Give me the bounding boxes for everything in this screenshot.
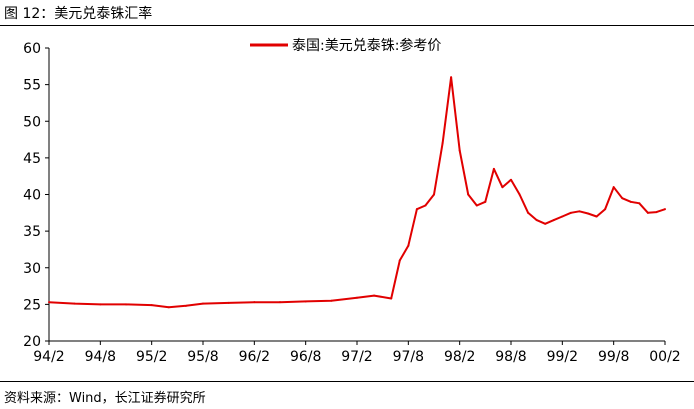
data-point bbox=[99, 303, 102, 306]
data-point bbox=[646, 211, 649, 214]
x-tick-label: 96/8 bbox=[290, 349, 321, 365]
data-point bbox=[527, 211, 530, 214]
data-point bbox=[595, 215, 598, 218]
data-point bbox=[150, 304, 153, 307]
source-divider bbox=[0, 381, 694, 382]
x-tick-label: 95/8 bbox=[187, 349, 218, 365]
x-tick-label: 00/2 bbox=[649, 349, 680, 365]
data-point bbox=[304, 300, 307, 303]
y-tick-label: 20 bbox=[23, 334, 41, 350]
data-point bbox=[664, 208, 666, 211]
series-layer bbox=[48, 76, 666, 309]
title-divider bbox=[0, 25, 694, 26]
data-point bbox=[227, 301, 230, 304]
data-point bbox=[518, 193, 521, 196]
data-point bbox=[458, 149, 461, 152]
y-tick-label: 60 bbox=[23, 41, 41, 57]
y-tick-label: 50 bbox=[23, 114, 41, 130]
data-point bbox=[629, 200, 632, 203]
data-point bbox=[467, 193, 470, 196]
y-axis-ticks: 20 25 30 35 40 45 50 55 60 bbox=[23, 41, 49, 350]
data-point bbox=[544, 222, 547, 225]
x-tick-label: 96/2 bbox=[239, 349, 270, 365]
x-tick-label: 98/8 bbox=[495, 349, 526, 365]
data-point bbox=[621, 197, 624, 200]
data-point bbox=[475, 204, 478, 207]
x-axis-ticks: 94/2 94/8 95/2 95/8 96/2 96/8 97/2 97/8 98/2 98/8… bbox=[33, 341, 681, 365]
x-tick-label: 98/2 bbox=[444, 349, 475, 365]
x-tick-label: 97/2 bbox=[341, 349, 372, 365]
data-point bbox=[604, 208, 607, 211]
data-point bbox=[48, 301, 50, 304]
x-tick-label: 97/8 bbox=[393, 349, 424, 365]
source-note: 资料来源：Wind，长江证券研究所 bbox=[4, 391, 206, 406]
data-point bbox=[356, 296, 358, 299]
data-point bbox=[441, 142, 444, 145]
data-point bbox=[279, 301, 281, 304]
y-tick-label: 30 bbox=[23, 261, 41, 277]
x-tick-label: 94/8 bbox=[85, 349, 116, 365]
x-tick-label: 99/8 bbox=[598, 349, 629, 365]
y-tick-label: 40 bbox=[23, 188, 41, 204]
data-point bbox=[373, 294, 376, 297]
figure-title: 图 12：美元兑泰铢汇率 bbox=[4, 6, 153, 22]
data-point bbox=[415, 208, 418, 211]
data-point bbox=[433, 193, 435, 196]
x-tick-label: 94/2 bbox=[33, 349, 64, 365]
chart-legend: 泰国:美元兑泰铢:参考价 bbox=[250, 37, 441, 54]
data-point bbox=[561, 215, 564, 218]
y-tick-label: 35 bbox=[23, 224, 41, 240]
data-point bbox=[612, 186, 615, 189]
data-point bbox=[484, 200, 487, 203]
data-point bbox=[492, 167, 495, 170]
data-point bbox=[73, 302, 76, 305]
data-point bbox=[202, 302, 204, 305]
x-tick-label: 95/2 bbox=[136, 349, 167, 365]
data-point bbox=[167, 306, 170, 309]
data-point bbox=[450, 76, 453, 79]
data-point bbox=[501, 186, 504, 189]
legend-label: 泰国:美元兑泰铢:参考价 bbox=[292, 37, 441, 54]
data-point bbox=[125, 303, 127, 306]
series-line bbox=[48, 76, 666, 309]
data-point bbox=[552, 219, 555, 222]
data-point bbox=[253, 301, 256, 304]
data-point bbox=[569, 211, 572, 214]
data-point bbox=[398, 259, 401, 262]
x-tick-label: 99/2 bbox=[547, 349, 578, 365]
y-tick-label: 25 bbox=[23, 297, 41, 313]
data-point bbox=[330, 299, 333, 302]
data-point bbox=[510, 178, 512, 181]
y-tick-label: 45 bbox=[23, 151, 41, 167]
data-point bbox=[390, 297, 393, 300]
data-point bbox=[587, 212, 589, 215]
y-tick-label: 55 bbox=[23, 78, 41, 94]
data-point bbox=[535, 219, 538, 222]
data-point bbox=[407, 244, 410, 247]
data-point bbox=[424, 204, 427, 207]
data-point bbox=[578, 210, 581, 213]
data-point bbox=[655, 211, 658, 214]
data-point bbox=[638, 202, 641, 205]
data-point bbox=[184, 304, 187, 307]
